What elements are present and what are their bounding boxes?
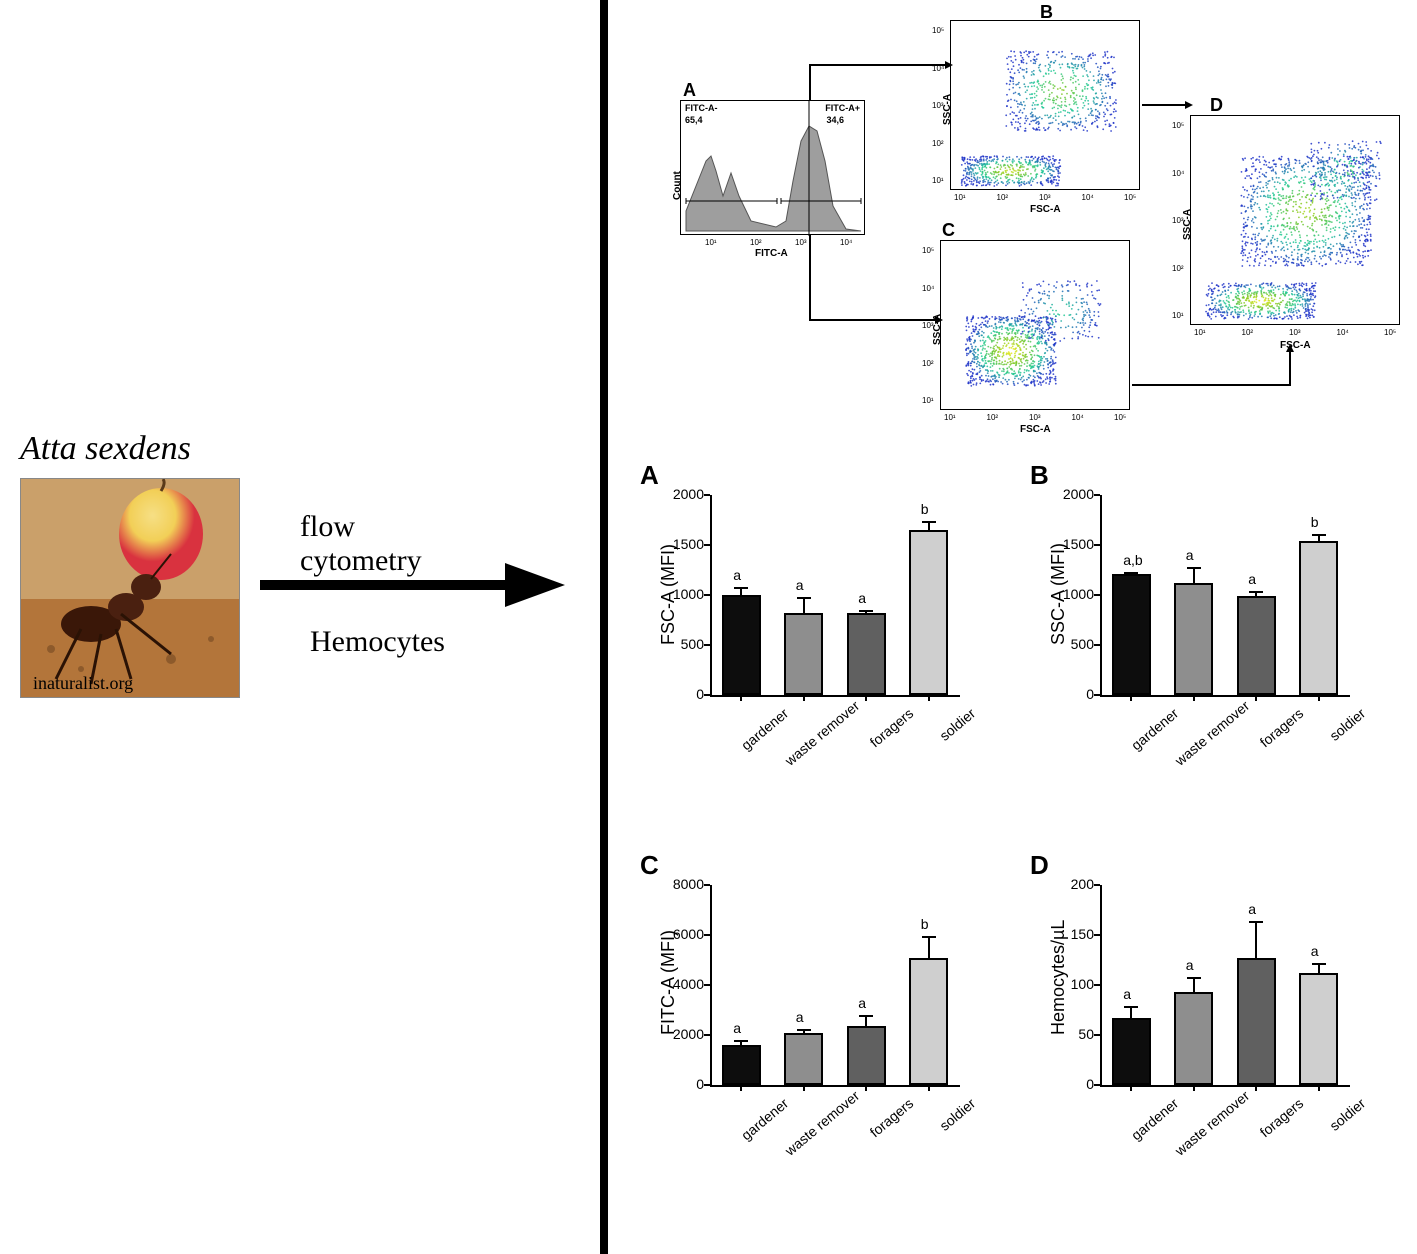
hist-y-label: Count	[672, 171, 683, 200]
sig-d-2: a	[1248, 901, 1256, 917]
panel-a-label: A	[683, 80, 696, 101]
gate-fitc-pos: FITC-A+	[825, 103, 860, 113]
sig-c-0: a	[733, 1020, 741, 1036]
bar-a-3	[909, 530, 948, 695]
species-title: Atta sexdens	[20, 430, 580, 468]
xcat-a-1: waste remover	[782, 705, 854, 769]
bar-a-2	[847, 613, 886, 695]
sig-b-1: a	[1186, 547, 1194, 563]
bar-chart-d-ylabel: Hemocytes/µL	[1048, 920, 1069, 1035]
sig-b-0: a,b	[1123, 552, 1142, 568]
ant-photo: inaturalist.org	[20, 478, 240, 698]
sig-c-3: b	[921, 916, 929, 932]
flow-plots-group: B FITC-A- 65,4 FITC-A+ 34,6 A Count FITC…	[650, 10, 1380, 440]
arrow-icon	[260, 545, 570, 625]
sig-d-1: a	[1186, 957, 1194, 973]
sig-d-0: a	[1123, 986, 1131, 1002]
gate-fitc-neg: FITC-A-	[685, 103, 718, 113]
bar-a-1	[784, 613, 823, 695]
xcat-d-0: gardener	[1109, 1095, 1181, 1159]
right-panel: B FITC-A- 65,4 FITC-A+ 34,6 A Count FITC…	[620, 0, 1400, 1254]
bar-chart-d: D050100150200Hemocytes/µLagardenerawaste…	[1020, 850, 1390, 1210]
bar-d-1	[1174, 992, 1213, 1085]
bar-chart-c-label: C	[640, 850, 659, 881]
scatter-c-x: FSC-A	[1020, 424, 1051, 435]
xcat-c-0: gardener	[719, 1095, 791, 1159]
bar-chart-c-ylabel: FITC-A (MFI)	[658, 930, 679, 1035]
histogram-plot-a: FITC-A- 65,4 FITC-A+ 34,6	[680, 100, 865, 235]
bar-d-0	[1112, 1018, 1151, 1085]
panel-c-label: C	[942, 220, 955, 241]
sig-a-3: b	[921, 501, 929, 517]
gate-fitc-pos-val: 34,6	[826, 115, 844, 125]
panel-d-label: D	[1210, 95, 1223, 116]
bar-d-3	[1299, 973, 1338, 1085]
scatter-plot-c	[940, 240, 1130, 410]
arrow-label-bot: Hemocytes	[310, 625, 445, 659]
bar-c-2	[847, 1026, 886, 1085]
bar-chart-a: A0500100015002000FSC-A (MFI)agardenerawa…	[630, 460, 1000, 820]
bar-a-0	[722, 595, 761, 695]
sig-b-2: a	[1248, 571, 1256, 587]
image-credit: inaturalist.org	[33, 673, 133, 693]
sig-c-1: a	[796, 1009, 804, 1025]
sig-b-3: b	[1311, 514, 1319, 530]
bar-chart-b-ylabel: SSC-A (MFI)	[1048, 543, 1069, 645]
bar-chart-a-label: A	[640, 460, 659, 491]
sig-a-2: a	[858, 590, 866, 606]
scatter-plot-d	[1190, 115, 1400, 325]
bar-c-0	[722, 1045, 761, 1085]
bar-b-2	[1237, 596, 1276, 695]
vertical-divider	[600, 0, 608, 1254]
bar-chart-c: C02000400060008000FITC-A (MFI)agardenera…	[630, 850, 1000, 1210]
sig-c-2: a	[858, 995, 866, 1011]
xcat-c-3: soldier	[907, 1095, 979, 1159]
hist-x-label: FITC-A	[755, 248, 788, 259]
xcat-a-0: gardener	[719, 705, 791, 769]
sig-d-3: a	[1311, 943, 1319, 959]
bar-b-3	[1299, 541, 1338, 695]
gate-fitc-neg-val: 65,4	[685, 115, 703, 125]
bar-chart-a-ylabel: FSC-A (MFI)	[658, 544, 679, 645]
scatter-plot-b	[950, 20, 1140, 190]
sig-a-0: a	[733, 567, 741, 583]
sig-a-1: a	[796, 577, 804, 593]
xcat-b-0: gardener	[1109, 705, 1181, 769]
bar-chart-b: B0500100015002000SSC-A (MFI)a,bgardenera…	[1020, 460, 1390, 820]
bar-b-1	[1174, 583, 1213, 695]
scatter-d-x: FSC-A	[1280, 340, 1311, 351]
bar-c-3	[909, 958, 948, 1086]
bar-chart-d-label: D	[1030, 850, 1049, 881]
bar-c-1	[784, 1033, 823, 1086]
xcat-d-1: waste remover	[1172, 1095, 1244, 1159]
ant-photo-svg: inaturalist.org	[21, 479, 240, 698]
xcat-d-3: soldier	[1297, 1095, 1369, 1159]
scatter-b-x: FSC-A	[1030, 204, 1061, 215]
xcat-b-1: waste remover	[1172, 705, 1244, 769]
xcat-a-3: soldier	[907, 705, 979, 769]
xcat-b-3: soldier	[1297, 705, 1369, 769]
bar-chart-b-label: B	[1030, 460, 1049, 491]
xcat-c-1: waste remover	[782, 1095, 854, 1159]
bar-d-2	[1237, 958, 1276, 1085]
bar-b-0	[1112, 574, 1151, 695]
